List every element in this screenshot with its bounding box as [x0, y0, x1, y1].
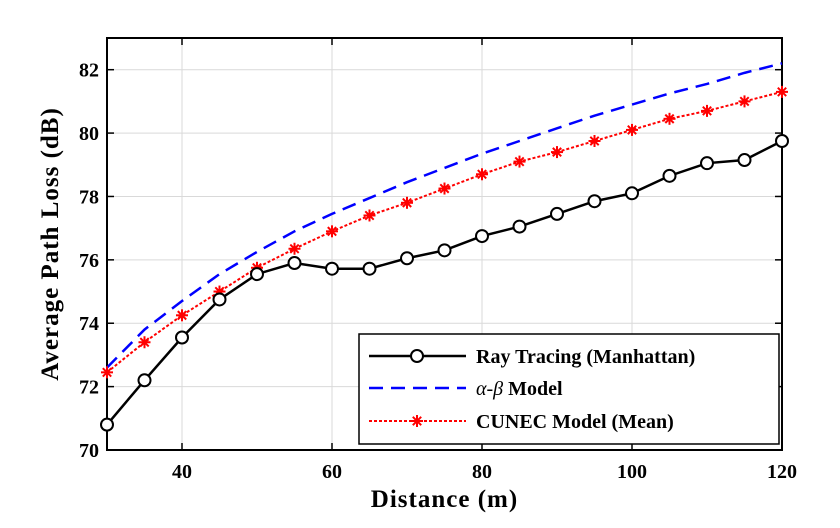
data-point-circle: [212, 292, 227, 307]
data-point-circle: [100, 417, 114, 432]
y-tick-label: 76: [79, 250, 99, 272]
data-point-star: [288, 242, 301, 255]
y-tick-label: 72: [79, 377, 99, 399]
y-tick-label: 82: [79, 60, 99, 82]
data-point-circle: [550, 206, 564, 221]
x-axis-label: Distance (m): [371, 486, 518, 513]
legend-label-cunec: CUNEC Model (Mean): [476, 411, 674, 433]
data-point-star: [476, 168, 488, 181]
data-point-circle: [737, 153, 752, 168]
legend-label-ray-tracing: Ray Tracing (Manhattan): [476, 346, 695, 368]
y-tick-label: 80: [79, 123, 99, 145]
y-axis-label: Average Path Loss (dB): [37, 107, 64, 381]
plot-area-frame: [106, 37, 783, 451]
data-point-star: [438, 182, 451, 195]
data-point-circle: [400, 251, 414, 266]
legend-marker-cunec: [411, 415, 423, 427]
x-tick-label: 60: [322, 461, 342, 483]
x-tick-label: 100: [617, 461, 647, 483]
data-point-star: [176, 309, 188, 322]
data-point-star: [588, 135, 601, 147]
legend-label-alpha-beta-symbol: α-β: [476, 378, 503, 400]
data-point-circle: [775, 134, 789, 148]
data-point-circle: [325, 261, 339, 276]
series-0: [100, 134, 789, 432]
data-point-star: [363, 209, 376, 222]
data-point-circle: [362, 261, 377, 276]
data-point-star: [776, 85, 788, 98]
data-point-circle: [700, 156, 714, 171]
legend-box: [358, 333, 780, 445]
legend-label-alpha-beta: α-β Model: [476, 378, 563, 400]
data-point-star: [513, 155, 526, 168]
data-point-circle: [662, 168, 677, 183]
x-tick-label: 40: [172, 461, 192, 483]
data-point-circle: [587, 194, 602, 209]
y-tick-label: 74: [79, 313, 99, 335]
y-tick-label: 70: [79, 440, 99, 462]
tick-layer: 40 60 80 100 120 70 72 74 76 78 80 82: [79, 38, 797, 483]
series-line: [106, 62, 783, 369]
series-layer: [100, 62, 789, 432]
data-point-circle: [287, 256, 302, 271]
data-point-circle: [175, 330, 189, 345]
series-line: [106, 90, 783, 374]
data-point-star: [401, 196, 413, 209]
data-point-star: [738, 95, 751, 108]
data-point-star: [326, 225, 338, 238]
data-point-star: [626, 123, 638, 136]
x-tick-label: 80: [472, 461, 492, 483]
y-tick-label: 78: [79, 186, 99, 208]
x-tick-label: 120: [767, 461, 797, 483]
data-point-circle: [137, 373, 152, 388]
data-point-circle: [625, 186, 639, 201]
data-point-circle: [250, 267, 264, 282]
data-point-star: [101, 366, 113, 379]
data-point-star: [663, 112, 676, 125]
legend-label-alpha-beta-suffix: Model: [503, 378, 563, 400]
series-1: [106, 62, 783, 369]
data-point-star: [701, 104, 713, 117]
data-point-circle: [437, 243, 452, 258]
data-point-circle: [512, 219, 527, 234]
legend-marker-ray-tracing: [410, 349, 424, 363]
data-point-circle: [475, 229, 489, 244]
data-point-star: [551, 146, 563, 159]
data-point-star: [138, 336, 151, 349]
legend: Ray Tracing (Manhattan) α-β Model CUNEC …: [358, 333, 780, 445]
